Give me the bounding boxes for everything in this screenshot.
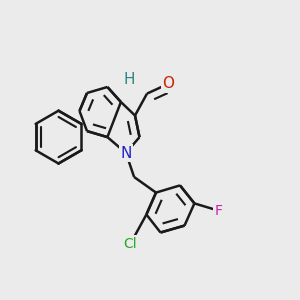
Text: O: O: [162, 76, 174, 92]
Text: N: N: [120, 146, 132, 160]
Text: F: F: [214, 204, 222, 218]
Text: Cl: Cl: [124, 237, 137, 250]
Text: H: H: [123, 72, 135, 87]
